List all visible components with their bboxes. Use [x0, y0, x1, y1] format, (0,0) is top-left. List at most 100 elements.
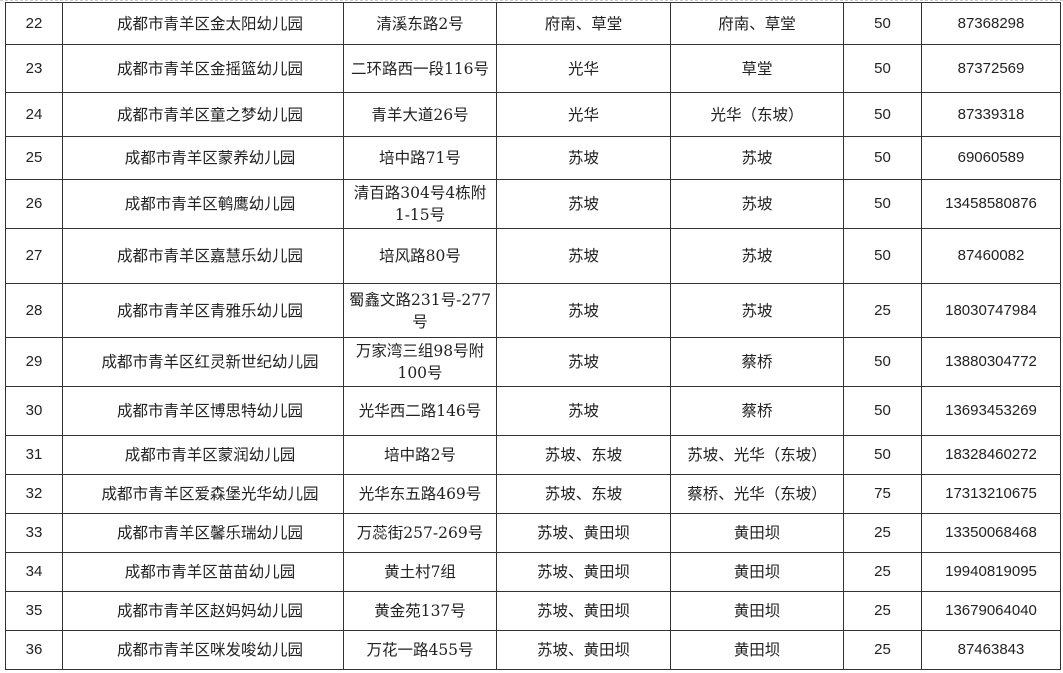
capacity-cell: 25	[843, 513, 922, 553]
service-area-cell: 光华	[496, 44, 671, 93]
address-cell: 清溪东路2号	[343, 2, 497, 45]
capacity-cell: 50	[843, 228, 922, 284]
service-area-cell: 苏坡、黄田坝	[496, 630, 671, 670]
kindergarten-name-cell: 成都市青羊区咪发唆幼儿园	[62, 630, 344, 670]
service-area-cell: 苏坡、东坡	[496, 474, 671, 514]
service-area-cell: 苏坡	[496, 179, 671, 229]
kindergarten-name-cell: 成都市青羊区蒙润幼儿园	[62, 435, 344, 475]
table-row: 32 成都市青羊区爱森堡光华幼儿园 光华东五路469号 苏坡、东坡 蔡桥、光华（东坡） 7…	[5, 474, 1061, 514]
enrollment-area-cell: 苏坡、光华（东坡）	[670, 435, 844, 475]
address-cell: 蜀鑫文路231号-277号	[343, 283, 497, 338]
enrollment-area-cell: 苏坡	[670, 179, 844, 229]
phone-number-cell: 13679064040	[921, 591, 1061, 631]
enrollment-area-cell: 黄田坝	[670, 630, 844, 670]
phone-number-cell: 18328460272	[921, 435, 1061, 475]
address-cell: 二环路西一段116号	[343, 44, 497, 93]
address-cell: 清百路304号4栋附1-15号	[343, 179, 497, 229]
address-cell: 黄土村7组	[343, 552, 497, 592]
phone-number-cell: 18030747984	[921, 283, 1061, 338]
service-area-cell: 苏坡	[496, 283, 671, 338]
phone-number-cell: 87339318	[921, 92, 1061, 137]
kindergarten-name-cell: 成都市青羊区赵妈妈幼儿园	[62, 591, 344, 631]
phone-number-cell: 13458580876	[921, 179, 1061, 229]
kindergarten-name-cell: 成都市青羊区馨乐瑞幼儿园	[62, 513, 344, 553]
service-area-cell: 苏坡、黄田坝	[496, 552, 671, 592]
service-area-cell: 苏坡	[496, 228, 671, 284]
service-area-cell: 光华	[496, 92, 671, 137]
phone-number-cell: 87372569	[921, 44, 1061, 93]
kindergarten-name-cell: 成都市青羊区童之梦幼儿园	[62, 92, 344, 137]
row-number-cell: 33	[5, 513, 63, 553]
address-cell: 光华东五路469号	[343, 474, 497, 514]
capacity-cell: 50	[843, 2, 922, 45]
enrollment-area-cell: 草堂	[670, 44, 844, 93]
enrollment-area-cell: 光华（东坡）	[670, 92, 844, 137]
service-area-cell: 苏坡	[496, 386, 671, 436]
capacity-cell: 25	[843, 552, 922, 592]
phone-number-cell: 13880304772	[921, 337, 1061, 387]
enrollment-area-cell: 苏坡	[670, 228, 844, 284]
address-cell: 万花一路455号	[343, 630, 497, 670]
row-number-cell: 32	[5, 474, 63, 514]
page-edge	[0, 0, 1063, 1]
table-row: 34 成都市青羊区苗苗幼儿园 黄土村7组 苏坡、黄田坝 黄田坝 25 19940819095	[5, 552, 1061, 592]
capacity-cell: 50	[843, 337, 922, 387]
phone-number-cell: 13350068468	[921, 513, 1061, 553]
service-area-cell: 府南、草堂	[496, 2, 671, 45]
capacity-cell: 50	[843, 136, 922, 180]
phone-number-cell: 69060589	[921, 136, 1061, 180]
enrollment-area-cell: 黄田坝	[670, 591, 844, 631]
table-row: 33 成都市青羊区馨乐瑞幼儿园 万蕊街257-269号 苏坡、黄田坝 黄田坝 25 1335…	[5, 513, 1061, 553]
service-area-cell: 苏坡	[496, 136, 671, 180]
capacity-cell: 50	[843, 44, 922, 93]
kindergarten-name-cell: 成都市青羊区金太阳幼儿园	[62, 2, 344, 45]
address-cell: 培中路71号	[343, 136, 497, 180]
enrollment-area-cell: 府南、草堂	[670, 2, 844, 45]
row-number-cell: 23	[5, 44, 63, 93]
row-number-cell: 26	[5, 179, 63, 229]
capacity-cell: 25	[843, 591, 922, 631]
row-number-cell: 22	[5, 2, 63, 45]
row-number-cell: 28	[5, 283, 63, 338]
address-cell: 万家湾三组98号附100号	[343, 337, 497, 387]
enrollment-area-cell: 苏坡	[670, 283, 844, 338]
table-row: 25 成都市青羊区蒙养幼儿园 培中路71号 苏坡 苏坡 50 69060589	[5, 136, 1061, 180]
row-number-cell: 25	[5, 136, 63, 180]
phone-number-cell: 19940819095	[921, 552, 1061, 592]
capacity-cell: 50	[843, 179, 922, 229]
phone-number-cell: 87460082	[921, 228, 1061, 284]
phone-number-cell: 87463843	[921, 630, 1061, 670]
address-cell: 万蕊街257-269号	[343, 513, 497, 553]
kindergarten-name-cell: 成都市青羊区博思特幼儿园	[62, 386, 344, 436]
table-row: 30 成都市青羊区博思特幼儿园 光华西二路146号 苏坡 蔡桥 50 13693453269	[5, 386, 1061, 436]
row-number-cell: 34	[5, 552, 63, 592]
table-row: 31 成都市青羊区蒙润幼儿园 培中路2号 苏坡、东坡 苏坡、光华（东坡） 50 183284…	[5, 435, 1061, 475]
capacity-cell: 50	[843, 386, 922, 436]
capacity-cell: 50	[843, 92, 922, 137]
enrollment-area-cell: 黄田坝	[670, 513, 844, 553]
capacity-cell: 25	[843, 283, 922, 338]
address-cell: 黄金苑137号	[343, 591, 497, 631]
table-row: 35 成都市青羊区赵妈妈幼儿园 黄金苑137号 苏坡、黄田坝 黄田坝 25 13679064…	[5, 591, 1061, 631]
enrollment-area-cell: 蔡桥、光华（东坡）	[670, 474, 844, 514]
table-row: 24 成都市青羊区童之梦幼儿园 青羊大道26号 光华 光华（东坡） 50 87339318	[5, 92, 1061, 137]
service-area-cell: 苏坡、黄田坝	[496, 513, 671, 553]
capacity-cell: 75	[843, 474, 922, 514]
kindergarten-name-cell: 成都市青羊区鹌鹰幼儿园	[62, 179, 344, 229]
table-row: 29 成都市青羊区红灵新世纪幼儿园 万家湾三组98号附100号 苏坡 蔡桥 50 13880…	[5, 337, 1061, 387]
enrollment-area-cell: 蔡桥	[670, 337, 844, 387]
table-row: 27 成都市青羊区嘉慧乐幼儿园 培风路80号 苏坡 苏坡 50 87460082	[5, 228, 1061, 284]
kindergarten-name-cell: 成都市青羊区爱森堡光华幼儿园	[62, 474, 344, 514]
address-cell: 培中路2号	[343, 435, 497, 475]
kindergarten-name-cell: 成都市青羊区红灵新世纪幼儿园	[62, 337, 344, 387]
address-cell: 青羊大道26号	[343, 92, 497, 137]
row-number-cell: 27	[5, 228, 63, 284]
capacity-cell: 25	[843, 630, 922, 670]
service-area-cell: 苏坡、黄田坝	[496, 591, 671, 631]
enrollment-area-cell: 苏坡	[670, 136, 844, 180]
row-number-cell: 36	[5, 630, 63, 670]
row-number-cell: 30	[5, 386, 63, 436]
table-row: 28 成都市青羊区青雅乐幼儿园 蜀鑫文路231号-277号 苏坡 苏坡 25 1803074…	[5, 283, 1061, 338]
kindergarten-name-cell: 成都市青羊区青雅乐幼儿园	[62, 283, 344, 338]
row-number-cell: 31	[5, 435, 63, 475]
